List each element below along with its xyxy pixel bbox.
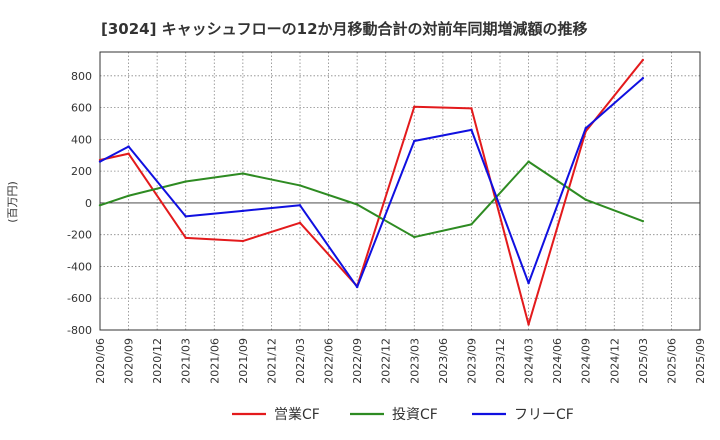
legend-item-3: フリーCF (472, 407, 574, 423)
y-tick-label: 800 (71, 70, 92, 83)
data-point (355, 285, 359, 289)
data-point (355, 203, 359, 206)
data-point (184, 215, 187, 218)
x-tick-label: 2025/09 (694, 338, 707, 384)
x-tick-label: 2022/03 (294, 338, 307, 384)
y-tick-label: -200 (67, 229, 92, 242)
legend-item-1: 営業CF (232, 407, 320, 423)
data-point (527, 160, 530, 163)
data-point (184, 236, 187, 240)
x-tick-label: 2020/12 (151, 338, 164, 384)
data-point (241, 209, 245, 213)
data-point (584, 127, 587, 130)
x-tick-label: 2024/09 (580, 338, 593, 384)
x-tick-label: 2025/06 (665, 338, 678, 384)
x-tick-label: 2022/09 (351, 338, 364, 384)
x-tick-label: 2024/12 (608, 338, 621, 384)
plot-background (100, 52, 700, 330)
x-tick-label: 2021/03 (180, 338, 193, 384)
data-point (641, 77, 645, 80)
y-tick-label: -800 (67, 324, 92, 337)
data-point (127, 152, 130, 155)
data-point (470, 107, 473, 110)
data-point (527, 281, 530, 285)
x-tick-label: 2023/12 (494, 338, 507, 384)
legend-label: 投資CF (392, 407, 438, 423)
x-tick-label: 2021/09 (237, 338, 250, 384)
x-tick-label: 2022/06 (323, 338, 336, 384)
x-tick-label: 2025/03 (637, 338, 650, 384)
y-tick-label: 600 (71, 102, 92, 115)
legend-label: フリーCF (514, 407, 574, 423)
x-tick-label: 2020/09 (123, 338, 136, 384)
legend-label: 営業CF (274, 407, 320, 423)
data-point (298, 184, 302, 187)
data-point (241, 239, 245, 243)
data-point (98, 160, 102, 163)
x-tick-label: 2024/03 (523, 338, 536, 384)
y-tick-label: 200 (71, 165, 92, 178)
data-point (127, 194, 130, 197)
data-point (98, 204, 102, 207)
y-tick-label: -600 (67, 292, 92, 305)
data-point (470, 223, 473, 226)
legend: 営業CF 投資CF フリーCF (232, 407, 574, 423)
data-point (241, 172, 245, 175)
x-tick-label: 2021/12 (265, 338, 278, 384)
x-tick-label: 2024/06 (551, 338, 564, 384)
data-point (470, 128, 473, 132)
x-tick-label: 2021/06 (208, 338, 221, 384)
y-tick-label: -400 (67, 260, 92, 273)
chart-title: [3024] キャッシュフローの12か月移動合計の対前年同期増減額の推移 (101, 20, 588, 38)
plot-frame (99, 51, 701, 331)
data-point (413, 235, 416, 239)
data-point (413, 139, 416, 143)
x-tick-label: 2020/06 (94, 338, 107, 384)
x-tick-label: 2023/09 (465, 338, 478, 384)
data-point (413, 105, 416, 109)
x-tick-label: 2023/06 (437, 338, 450, 384)
y-axis-label: (百万円) (6, 181, 19, 223)
data-point (298, 204, 302, 207)
data-point (584, 198, 587, 201)
x-tick-label: 2023/03 (408, 338, 421, 384)
x-tick-label: 2022/12 (380, 338, 393, 384)
data-point (527, 323, 530, 326)
data-point (298, 221, 302, 224)
y-tick-label: 400 (71, 133, 92, 146)
data-point (641, 58, 645, 62)
data-point (641, 219, 645, 223)
y-tick-label: 0 (85, 197, 92, 210)
data-point (184, 180, 187, 183)
data-point (127, 145, 130, 148)
plot-area: -800 -600 -400 -200 0 200 400 600 800 2020/06 2020… (67, 51, 707, 384)
legend-item-2: 投資CF (350, 407, 438, 423)
